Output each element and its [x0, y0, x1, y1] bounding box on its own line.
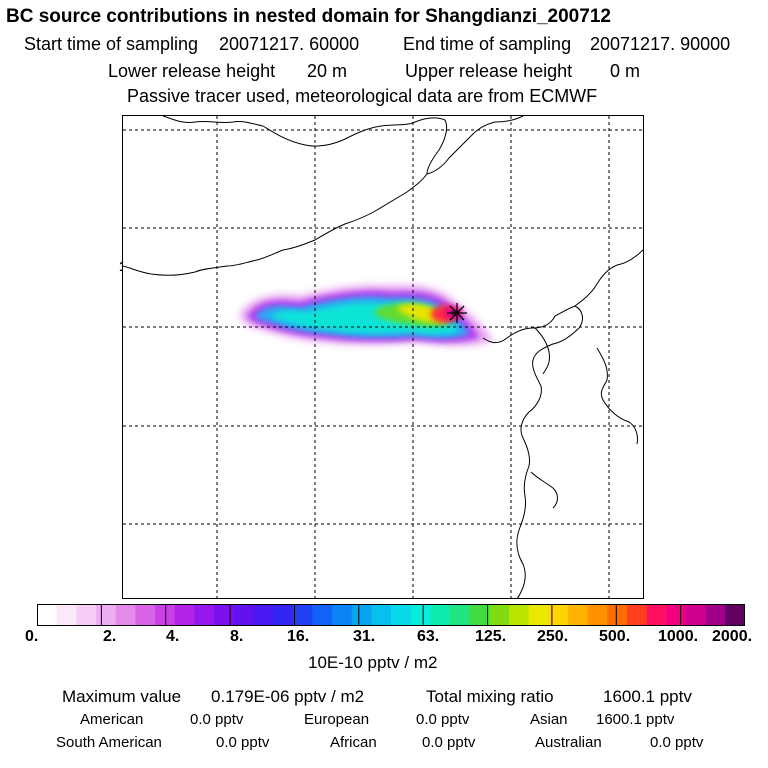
colorbar-tick-label: 1000.: [658, 628, 699, 645]
colorbar-swatch: [332, 604, 353, 626]
max-value: 0.179E-06 pptv / m2: [211, 687, 365, 706]
colorbar-swatch: [666, 604, 687, 626]
receptor-star-icon: [447, 303, 467, 323]
colorbar-swatch: [233, 604, 254, 626]
colorbar-tick-label: 2.: [103, 628, 117, 645]
colorbar-swatch: [273, 604, 294, 626]
korea-coast: [596, 347, 638, 445]
start-time-label: Start time of sampling: [24, 34, 199, 54]
graticule: [123, 116, 643, 598]
colorbar-tick-label: 2000.: [712, 628, 753, 645]
inland-border: [534, 327, 550, 375]
colorbar-swatch: [725, 604, 745, 626]
colorbar-swatch: [646, 604, 667, 626]
lower-height-value: 20 m: [307, 61, 348, 81]
colorbar-swatch: [214, 604, 235, 626]
colorbar-swatch: [705, 604, 726, 626]
end-time-value: 20071217. 90000: [590, 34, 731, 54]
colorbar-tick-label: 0.: [25, 628, 39, 645]
colorbar-swatch: [391, 604, 412, 626]
upper-height-value: 0 m: [610, 61, 641, 81]
colorbar-border: [37, 604, 745, 626]
colorbar-swatch: [548, 604, 569, 626]
region-name: African: [330, 734, 377, 751]
colorbar-swatch: [410, 604, 431, 626]
colorbar-tick-label: 125.: [475, 628, 507, 645]
region-value: 1600.1 pptv: [596, 711, 675, 728]
colorbar-tick-label: 500.: [599, 628, 631, 645]
region-value: 0.0 pptv: [416, 711, 470, 728]
colorbar-swatch: [568, 604, 589, 626]
colorbar-swatch: [627, 604, 648, 626]
region-value: 0.0 pptv: [216, 734, 270, 751]
end-time-label: End time of sampling: [403, 34, 572, 54]
colorbar-tick-label: 8.: [230, 628, 244, 645]
colorbar-swatch: [450, 604, 471, 626]
coastlines: [123, 116, 643, 598]
colorbar-swatch: [135, 604, 156, 626]
colorbar-swatch: [528, 604, 549, 626]
colorbar-swatch: [587, 604, 608, 626]
region-name: European: [304, 711, 370, 728]
total-mixing-value: 1600.1 pptv: [603, 687, 692, 706]
colorbar-swatch: [174, 604, 195, 626]
island-coast: [530, 471, 558, 509]
colorbar-swatch: [194, 604, 215, 626]
northern-border-line: [162, 116, 524, 175]
colorbar-tick-label: 4.: [166, 628, 180, 645]
peninsula-line: [574, 249, 643, 307]
max-value-label: Maximum value: [62, 687, 182, 706]
colorbar-swatch: [371, 604, 392, 626]
colorbar-swatch: [115, 604, 136, 626]
colorbar-swatch: [430, 604, 451, 626]
coastline-east: [482, 305, 583, 598]
colorbar-swatch: [155, 604, 176, 626]
colorbar-tick-label: 16.: [287, 628, 310, 645]
tracer-note: Passive tracer used, meteorological data…: [127, 86, 598, 106]
colorbar-swatch: [292, 604, 313, 626]
colorbar-tick-label: 31.: [353, 628, 376, 645]
colorbar-swatch: [312, 604, 333, 626]
start-time-value: 20071217. 60000: [219, 34, 360, 54]
region-value: 0.0 pptv: [422, 734, 476, 751]
colorbar-swatch: [509, 604, 530, 626]
region-name: Australian: [535, 734, 602, 751]
lower-height-label: Lower release height: [108, 61, 276, 81]
map-canvas: [123, 116, 643, 598]
region-name: Asian: [530, 711, 568, 728]
colorbar-swatch: [686, 604, 707, 626]
colorbar-tick-label: 63.: [417, 628, 440, 645]
colorbar-swatch: [76, 604, 97, 626]
colorbar-swatch: [56, 604, 77, 626]
colorbar-units: 10E-10 pptv / m2: [308, 653, 438, 672]
colorbar: [37, 604, 745, 626]
upper-height-label: Upper release height: [405, 61, 573, 81]
colorbar-swatch: [489, 604, 510, 626]
colorbar-swatch: [253, 604, 274, 626]
colorbar-swatch: [37, 604, 58, 626]
colorbar-swatch: [351, 604, 372, 626]
border-line-2: [123, 173, 428, 276]
colorbar-tick-label: 250.: [537, 628, 569, 645]
region-value: 0.0 pptv: [650, 734, 704, 751]
region-name: American: [80, 711, 144, 728]
colorbar-swatch: [469, 604, 490, 626]
total-mixing-label: Total mixing ratio: [426, 687, 554, 706]
colorbar-swatch: [96, 604, 117, 626]
region-name: South American: [56, 734, 162, 751]
plot-title: BC source contributions in nested domain…: [6, 6, 611, 27]
region-value: 0.0 pptv: [190, 711, 244, 728]
map-panel: [122, 115, 644, 599]
colorbar-swatch: [607, 604, 628, 626]
